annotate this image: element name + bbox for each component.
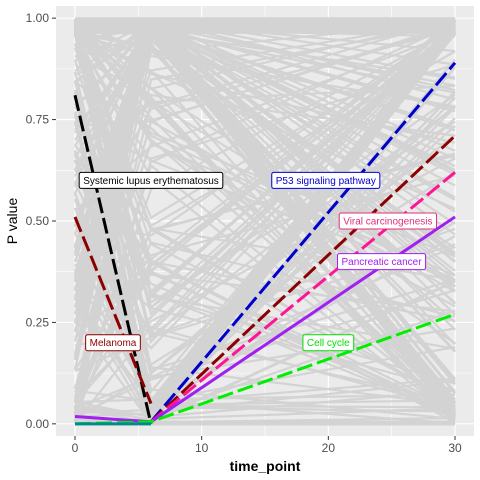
annotation-label: Melanoma: [85, 334, 141, 352]
annotation-text: Pancreatic cancer: [342, 257, 423, 268]
x-tick-label: 0: [72, 441, 79, 455]
annotation-label: Pancreatic cancer: [337, 253, 427, 271]
annotation-box: [337, 253, 427, 271]
annotation-text: Cell cycle: [307, 338, 350, 349]
annotation-box: [338, 212, 438, 230]
background-series-line: [73, 21, 456, 418]
y-tick-label: 0.25: [26, 315, 50, 329]
y-tick-label: 0.00: [26, 417, 50, 431]
annotation-text: P53 signaling pathway: [276, 176, 376, 187]
background-series-line: [74, 289, 456, 418]
series-line: [149, 61, 457, 423]
x-tick-label: 10: [195, 441, 209, 455]
background-series-line: [74, 23, 456, 422]
background-series-line: [74, 55, 456, 137]
annotation-labels: Systemic lupus erythematosus P53 signalin…: [78, 171, 438, 352]
background-series-line: [73, 26, 456, 295]
series-line: [149, 134, 457, 423]
background-series-line: [74, 393, 456, 404]
background-series-line: [73, 241, 456, 415]
annotation-label: Viral carcinogenesis: [338, 212, 438, 230]
y-tick-label: 0.50: [26, 214, 50, 228]
annotation-box: [85, 334, 141, 352]
x-tick-label: 30: [448, 441, 462, 455]
series-line: [73, 94, 153, 425]
y-axis-ticks: 0.00 0.25 0.50 0.75 1.00: [26, 11, 56, 431]
annotation-text: Melanoma: [90, 338, 137, 349]
series-line: [73, 216, 153, 405]
background-series-line: [74, 21, 456, 420]
annotation-text: Systemic lupus erythematosus: [83, 176, 219, 187]
background-series-line: [73, 20, 456, 300]
annotation-box: [302, 334, 355, 352]
x-tick-label: 20: [322, 441, 336, 455]
annotation-box: [78, 171, 224, 189]
y-axis-title: P value: [4, 198, 20, 245]
background-series-line: [73, 24, 456, 421]
y-tick-label: 1.00: [26, 11, 50, 25]
annotation-text: Viral carcinogenesis: [343, 217, 432, 228]
x-axis-ticks: 0 10 20 30: [72, 436, 462, 455]
y-tick-label: 0.75: [26, 113, 50, 127]
background-series-line: [73, 26, 456, 406]
background-series-line: [74, 27, 456, 308]
annotation-label: Cell cycle: [302, 334, 355, 352]
annotation-box: [271, 171, 381, 189]
background-series-line: [74, 325, 456, 425]
annotation-label: P53 signaling pathway: [271, 171, 381, 189]
annotation-label: Systemic lupus erythematosus: [78, 171, 224, 189]
x-axis-title: time_point: [230, 458, 301, 474]
